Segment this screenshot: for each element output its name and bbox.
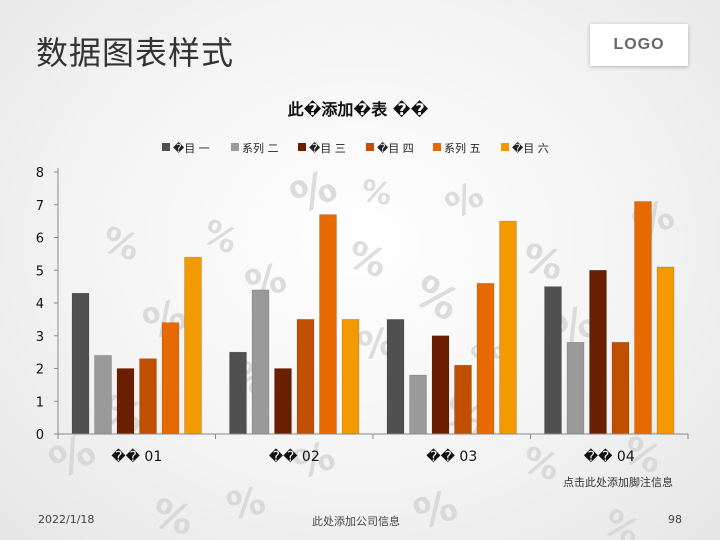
legend-label-1: �目 一 bbox=[173, 142, 210, 155]
y-tick-label: 0 bbox=[36, 428, 44, 443]
slide-date: 2022/1/18 bbox=[38, 513, 95, 526]
bar-2-3 bbox=[409, 374, 427, 435]
company-info: 此处添加公司信息 bbox=[312, 515, 400, 528]
bar-6-2 bbox=[341, 319, 360, 435]
bar-1-1 bbox=[71, 292, 90, 435]
y-axis: 0 1 2 3 4 5 6 7 8 bbox=[36, 166, 59, 443]
y-tick-label: 6 bbox=[36, 232, 44, 247]
chart-title: 此�添加�表 �� bbox=[288, 100, 429, 119]
chart-legend: �目 一 系列 二 �目 三 �目 四 系列 五 �目 六 bbox=[162, 141, 549, 155]
bar-4-3 bbox=[454, 364, 472, 435]
bar-6-3 bbox=[499, 220, 517, 435]
bar-5-2 bbox=[319, 214, 337, 435]
bar-2-4 bbox=[566, 342, 585, 435]
bars bbox=[71, 201, 675, 435]
y-tick-label: 5 bbox=[36, 264, 44, 279]
bar-1-2 bbox=[229, 351, 247, 435]
bar-3-4 bbox=[589, 270, 607, 435]
x-tick-label: �� 02 bbox=[269, 448, 320, 465]
x-tick-label: �� 04 bbox=[584, 448, 635, 465]
legend-swatch-3 bbox=[298, 143, 306, 151]
bar-6-4 bbox=[656, 266, 675, 435]
bar-4-2 bbox=[296, 319, 315, 435]
bar-3-1 bbox=[116, 368, 135, 435]
bar-6-1 bbox=[184, 256, 202, 435]
y-tick-label: 7 bbox=[36, 199, 44, 214]
svg-text:%: % bbox=[359, 173, 395, 213]
logo: LOGO bbox=[590, 24, 688, 66]
y-tick-label: 4 bbox=[36, 297, 44, 312]
bar-3-2 bbox=[274, 368, 292, 435]
legend-swatch-2 bbox=[231, 143, 239, 151]
bar-2-1 bbox=[94, 355, 112, 435]
bar-1-3 bbox=[386, 319, 405, 435]
x-axis: �� 01 �� 02 �� 03 �� 04 bbox=[57, 433, 689, 465]
legend-label-5: 系列 五 bbox=[444, 141, 481, 155]
bar-5-1 bbox=[161, 322, 180, 435]
y-tick-label: 2 bbox=[36, 363, 44, 378]
bar-3-3 bbox=[431, 335, 450, 435]
page-title: 数据图表样式 bbox=[36, 34, 235, 72]
legend-label-6: �目 六 bbox=[512, 142, 549, 155]
bar-4-4 bbox=[611, 342, 630, 435]
x-tick-label: �� 01 bbox=[111, 448, 162, 465]
legend-label-4: �目 四 bbox=[377, 142, 414, 155]
legend-label-3: �目 三 bbox=[309, 142, 346, 155]
y-tick-label: 1 bbox=[36, 395, 44, 410]
page-number: 98 bbox=[668, 513, 682, 526]
bar-1-4 bbox=[544, 286, 562, 435]
bar-5-4 bbox=[634, 201, 652, 435]
legend-swatch-4 bbox=[366, 143, 374, 151]
y-tick-label: 3 bbox=[36, 330, 44, 345]
bar-2-2 bbox=[251, 289, 270, 435]
x-tick-label: �� 03 bbox=[426, 448, 477, 465]
legend-swatch-5 bbox=[433, 143, 441, 151]
legend-label-2: 系列 二 bbox=[242, 141, 279, 155]
bar-5-3 bbox=[476, 283, 495, 435]
svg-text:%: % bbox=[223, 478, 269, 529]
bar-4-1 bbox=[139, 358, 157, 435]
legend-swatch-1 bbox=[162, 143, 170, 151]
y-tick-label: 8 bbox=[36, 166, 44, 181]
footnote: 点击此处添加脚注信息 bbox=[563, 476, 673, 489]
legend-swatch-6 bbox=[501, 143, 509, 151]
